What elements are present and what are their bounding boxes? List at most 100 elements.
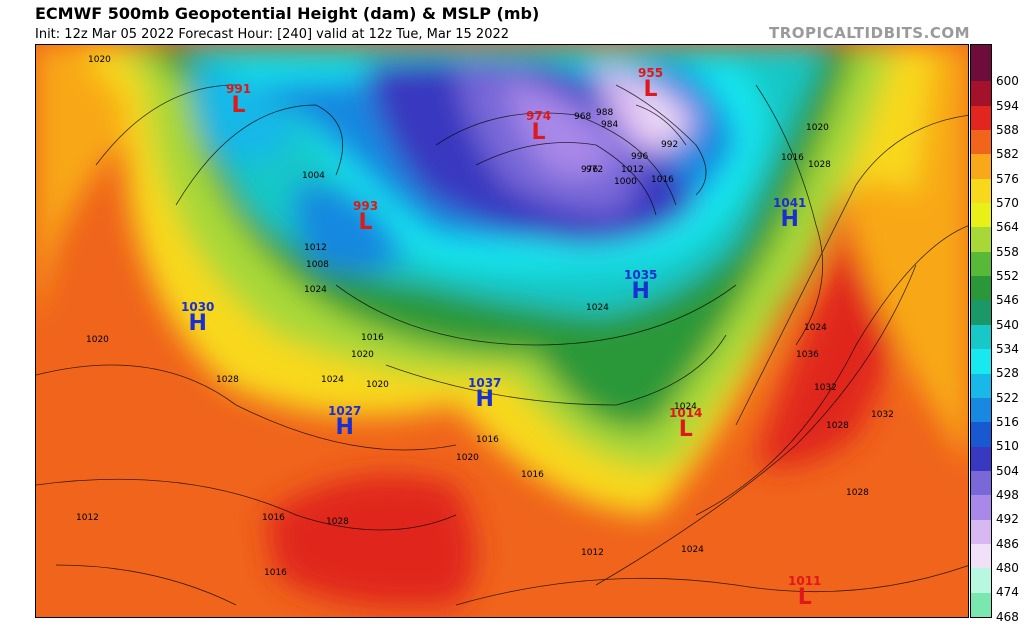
colorbar-segment	[971, 105, 991, 131]
low-symbol: L	[678, 417, 693, 442]
isobar-value-label: 1016	[651, 175, 674, 185]
pressure-value: 974	[526, 109, 552, 123]
colorbar-segment	[971, 324, 991, 350]
low-symbol: L	[797, 585, 812, 610]
pressure-value: 993	[353, 199, 379, 213]
pressure-value: 1011	[788, 574, 822, 588]
isobar-value-label: 1020	[456, 453, 479, 463]
high-center-4: 1035 H	[624, 269, 657, 303]
isobar-value-label: 1028	[216, 375, 239, 385]
colorbar-segment	[971, 154, 991, 180]
colorbar-tick-label: 588	[996, 122, 1019, 137]
isobar-value-label: 1028	[846, 488, 869, 498]
low-center-4: 955 L	[638, 67, 663, 101]
pressure-value: 1041	[773, 196, 807, 210]
isobar-value-label: 972	[586, 165, 604, 175]
isobar-value-label: 1028	[326, 517, 349, 527]
colorbar-segment	[971, 568, 991, 594]
low-center-6: 1011 L	[788, 575, 821, 609]
isobar-lines	[36, 84, 968, 606]
isobar-value-label: 1016	[264, 568, 287, 578]
pressure-value: 991	[226, 82, 252, 96]
high-symbol: H	[631, 279, 650, 304]
colorbar-tick-label: 564	[996, 220, 1019, 235]
isobar-value-label: 1024	[674, 402, 697, 412]
colorbar-tick-label: 540	[996, 317, 1019, 332]
colorbar-tick-label: 498	[996, 488, 1019, 503]
colorbar-tick-label: 468	[996, 609, 1019, 624]
colorbar-segment	[971, 178, 991, 204]
colorbar-segment	[971, 81, 991, 107]
colorbar-tick-label: 552	[996, 268, 1019, 283]
colorbar-segment	[971, 519, 991, 545]
isobar-value-label: 1016	[521, 470, 544, 480]
pressure-value: 1030	[181, 300, 215, 314]
colorbar-tick-label: 600	[996, 74, 1019, 89]
colorbar-segment	[971, 495, 991, 521]
low-symbol: L	[358, 210, 373, 235]
high-center-3: 1037 H	[468, 377, 501, 411]
colorbar-tick-label: 522	[996, 390, 1019, 405]
isobar-value-label: 1024	[804, 323, 827, 333]
isobar-value-label: 996	[631, 152, 649, 162]
high-center-1: 1030 H	[181, 301, 214, 335]
colorbar-tick-label: 516	[996, 415, 1019, 430]
map-subtitle: Init: 12z Mar 05 2022 Forecast Hour: [24…	[35, 27, 510, 42]
isobar-value-label: 968	[574, 112, 592, 122]
height-field	[36, 45, 968, 617]
pressure-value: 1035	[624, 268, 658, 282]
low-center-2: 993 L	[353, 200, 378, 234]
colorbar-segment	[971, 446, 991, 472]
colorbar-segment	[971, 57, 991, 82]
colorbar-segment	[971, 397, 991, 423]
isobar-value-label: 992	[661, 140, 679, 150]
isobar-value-label: 1028	[826, 421, 849, 431]
colorbar-segment	[971, 349, 991, 375]
low-symbol: L	[531, 120, 546, 145]
isobar-value-label: 988	[596, 108, 614, 118]
isobar-value-label: 1024	[304, 285, 327, 295]
colorbar-segment	[971, 300, 991, 326]
colorbar-segment	[971, 45, 991, 57]
isobar-value-label: 1016	[262, 513, 285, 523]
colorbar-tick-label: 504	[996, 463, 1019, 478]
colorbar-tick-label: 558	[996, 244, 1019, 259]
colorbar-labels: 600 594 588 582 576 570 564 558 552 546 540 534 528 5…	[996, 44, 1024, 624]
brand-watermark: TROPICALTIDBITS.COM	[769, 24, 970, 42]
low-center-5: 1014 L	[669, 407, 702, 441]
colorbar-segment	[971, 543, 991, 569]
isobar-value-label: 1036	[796, 350, 819, 360]
colorbar-segment	[971, 203, 991, 228]
high-symbol: H	[780, 207, 799, 232]
colorbar-tick-label: 528	[996, 366, 1019, 381]
low-symbol: L	[231, 93, 246, 118]
isobar-value-label: 1024	[321, 375, 344, 385]
isobar-value-label: 1012	[76, 513, 99, 523]
colorbar-tick-label: 576	[996, 171, 1019, 186]
isobar-value-label: 1024	[586, 303, 609, 313]
high-symbol: H	[335, 415, 354, 440]
isobar-value-label: 1024	[681, 545, 704, 555]
low-center-3: 974 L	[526, 110, 551, 144]
isobar-value-label: 1012	[621, 165, 644, 175]
colorbar-segment	[971, 592, 991, 618]
isobar-value-label: 1032	[871, 410, 894, 420]
isobar-value-label: 1028	[808, 160, 831, 170]
low-center-1: 991 L	[226, 83, 251, 117]
pressure-value: 1014	[669, 406, 703, 420]
colorbar-segment	[971, 470, 991, 496]
colorbar-tick-label: 486	[996, 536, 1019, 551]
colorbar	[970, 44, 992, 618]
isobar-value-label: 1016	[781, 153, 804, 163]
isobar-value-label: 1004	[302, 171, 325, 181]
colorbar-tick-label: 594	[996, 98, 1019, 113]
colorbar-tick-label: 510	[996, 439, 1019, 454]
isobar-value-label: 1012	[581, 548, 604, 558]
isobar-value-label: 976	[581, 165, 599, 175]
colorbar-tick-label: 480	[996, 561, 1019, 576]
isobar-value-label: 1000	[614, 177, 637, 187]
colorbar-segment	[971, 227, 991, 253]
colorbar-segment	[971, 276, 991, 301]
colorbar-tick-label: 492	[996, 512, 1019, 527]
isobar-value-label: 1016	[361, 333, 384, 343]
